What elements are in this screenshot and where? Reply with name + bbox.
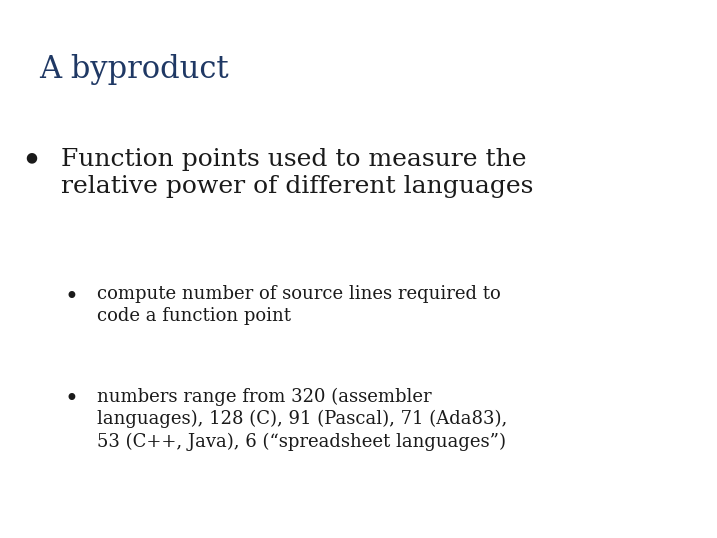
Text: compute number of source lines required to
code a function point: compute number of source lines required … [97, 285, 500, 325]
Text: •: • [65, 387, 78, 410]
Text: •: • [65, 285, 78, 308]
Text: A byproduct: A byproduct [39, 54, 229, 85]
Text: ●: ● [25, 151, 37, 165]
Text: numbers range from 320 (assembler
languages), 128 (C), 91 (Pascal), 71 (Ada83),
: numbers range from 320 (assembler langua… [97, 387, 507, 451]
Text: Function points used to measure the
relative power of different languages: Function points used to measure the rela… [61, 148, 533, 199]
